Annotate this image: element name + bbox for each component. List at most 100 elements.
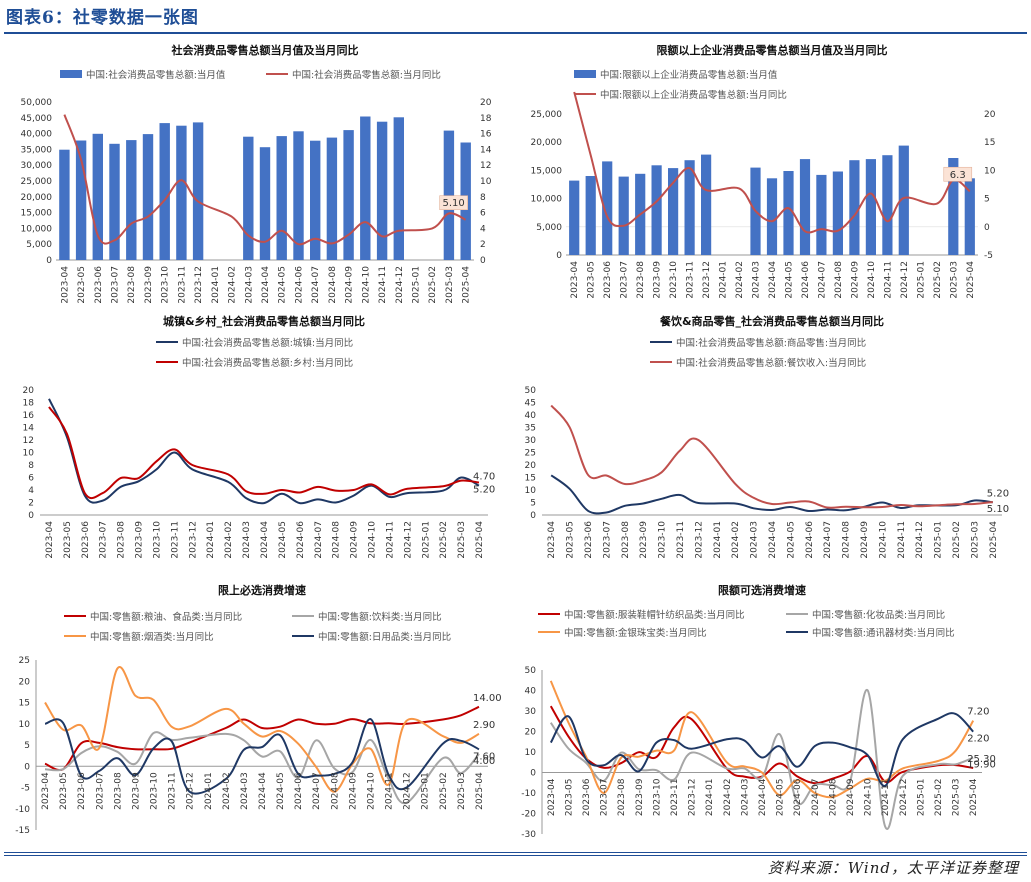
x-tick-label: 2023-07 <box>95 772 105 810</box>
x-tick-label: 2024-06 <box>294 772 304 810</box>
x-tick-label: 2024-12 <box>395 266 405 304</box>
x-tick-label: 2024-04 <box>768 521 778 559</box>
x-tick-label: 2024-02 <box>723 779 733 817</box>
end-label: 7.20 <box>967 707 989 718</box>
legend-label: 中国:零售额:服装鞋帽针纺织品类:当月同比 <box>564 609 745 621</box>
x-tick-label: 2024-05 <box>786 521 796 559</box>
x-tick-label: 2023-11 <box>686 261 696 299</box>
x-tick-label: 2024-01 <box>204 772 214 810</box>
bar <box>443 130 455 260</box>
y-left-tick: 50,000 <box>21 98 53 108</box>
chart-panel-3: 城镇&乡村_社会消费品零售总额当月同比中国:社会消费品零售总额:城镇:当月同比中… <box>23 314 496 559</box>
legend-swatch-bar <box>574 70 596 78</box>
series-line <box>550 404 993 509</box>
x-tick-label: 2023-05 <box>77 266 87 304</box>
x-tick-label: 2024-04 <box>260 521 270 559</box>
x-tick-label: 2025-01 <box>916 261 926 299</box>
x-tick-label: 2024-09 <box>350 521 360 559</box>
x-tick-label: 2024-06 <box>294 266 304 304</box>
x-tick-label: 2024-01 <box>705 779 715 817</box>
x-tick-label: 2023-06 <box>584 521 594 559</box>
series-line <box>550 474 993 515</box>
x-tick-label: 2024-01 <box>211 266 221 304</box>
x-tick-label: 2024-08 <box>328 266 338 304</box>
x-tick-label: 2025-04 <box>966 261 976 299</box>
y-left-tick: 20,000 <box>21 193 53 203</box>
bar <box>602 161 613 255</box>
x-tick-label: 2024-03 <box>740 779 750 817</box>
y-tick: 2 <box>28 499 34 509</box>
bar <box>816 174 827 255</box>
y-tick: 20 <box>525 461 537 471</box>
bar <box>701 154 712 255</box>
x-tick-label: 2025-01 <box>411 266 421 304</box>
bar <box>343 130 354 260</box>
bar <box>142 134 154 260</box>
bar <box>159 123 170 260</box>
chart-panel-4: 餐饮&商品零售_社会消费品零售总额当月同比中国:社会消费品零售总额:商品零售:当… <box>525 314 1010 559</box>
x-tick-label: 2024-06 <box>793 778 803 816</box>
y-right-tick: 14 <box>480 145 492 155</box>
x-tick-label: 2023-05 <box>59 772 69 810</box>
bar <box>59 149 70 260</box>
x-tick-label: 2024-12 <box>900 261 910 299</box>
bar <box>585 176 596 255</box>
end-label: 5.10 <box>987 504 1009 515</box>
y-right-tick: 0 <box>984 223 990 233</box>
x-tick-label: 2023-07 <box>620 261 630 299</box>
x-tick-label: 2024-03 <box>244 266 254 304</box>
y-right-tick: 8 <box>480 193 486 203</box>
x-tick-label: 2023-11 <box>676 521 686 559</box>
x-tick-label: 2024-11 <box>897 521 907 559</box>
y-left-tick: 0 <box>556 251 562 261</box>
x-tick-label: 2023-06 <box>94 266 104 304</box>
x-tick-label: 2024-02 <box>731 521 741 559</box>
x-tick-label: 2024-12 <box>899 779 909 817</box>
y-tick: 5 <box>24 741 30 751</box>
x-tick-label: 2024-09 <box>345 266 355 304</box>
chart-title: 城镇&乡村_社会消费品零售总额当月同比 <box>163 314 365 328</box>
y-left-tick: 25,000 <box>531 110 563 120</box>
end-label: 2.20 <box>967 734 989 745</box>
end-label: 5.10 <box>443 198 465 209</box>
x-tick-label: 2024-07 <box>811 779 821 817</box>
bar <box>849 160 860 255</box>
bar <box>766 178 778 255</box>
x-tick-label: 2024-04 <box>768 261 778 299</box>
x-tick-label: 2025-02 <box>439 772 449 810</box>
x-tick-label: 2025-02 <box>952 521 962 559</box>
y-tick: -30 <box>521 830 536 840</box>
y-right-tick: 5 <box>984 195 990 205</box>
y-tick: -10 <box>521 789 536 799</box>
x-tick-label: 2023-09 <box>635 778 645 816</box>
x-tick-label: 2024-12 <box>403 521 413 559</box>
x-tick-label: 2023-10 <box>150 772 160 810</box>
legend-label: 中国:零售额:粮油、食品类:当月同比 <box>90 611 242 623</box>
x-tick-label: 2025-03 <box>457 521 467 559</box>
x-tick-label: 2025-04 <box>462 266 472 304</box>
series-line <box>44 731 480 805</box>
bar <box>109 143 120 260</box>
bar <box>243 136 254 260</box>
bar <box>832 171 843 255</box>
y-left-tick: 40,000 <box>21 130 53 140</box>
end-label-box <box>439 195 468 211</box>
bar <box>799 159 811 255</box>
y-tick: 20 <box>23 386 35 396</box>
legend-label: 中国:零售额:烟酒类:当月同比 <box>90 631 214 643</box>
x-tick-label: 2023-12 <box>702 261 712 299</box>
bar <box>326 137 338 260</box>
y-tick: 30 <box>525 436 537 446</box>
bar <box>668 168 679 255</box>
legend-label: 中国:零售额:化妆品类:当月同比 <box>812 609 945 621</box>
y-tick: 30 <box>525 707 537 717</box>
x-tick-label: 2023-08 <box>621 521 631 559</box>
x-tick-label: 2024-08 <box>828 778 838 816</box>
chart-title: 限上必选消费增速 <box>218 583 306 597</box>
x-tick-label: 2024-02 <box>735 261 745 299</box>
y-right-tick: 10 <box>984 166 996 176</box>
y-left-tick: 5,000 <box>536 223 562 233</box>
series-line <box>44 718 480 795</box>
y-right-tick: 10 <box>480 177 492 187</box>
